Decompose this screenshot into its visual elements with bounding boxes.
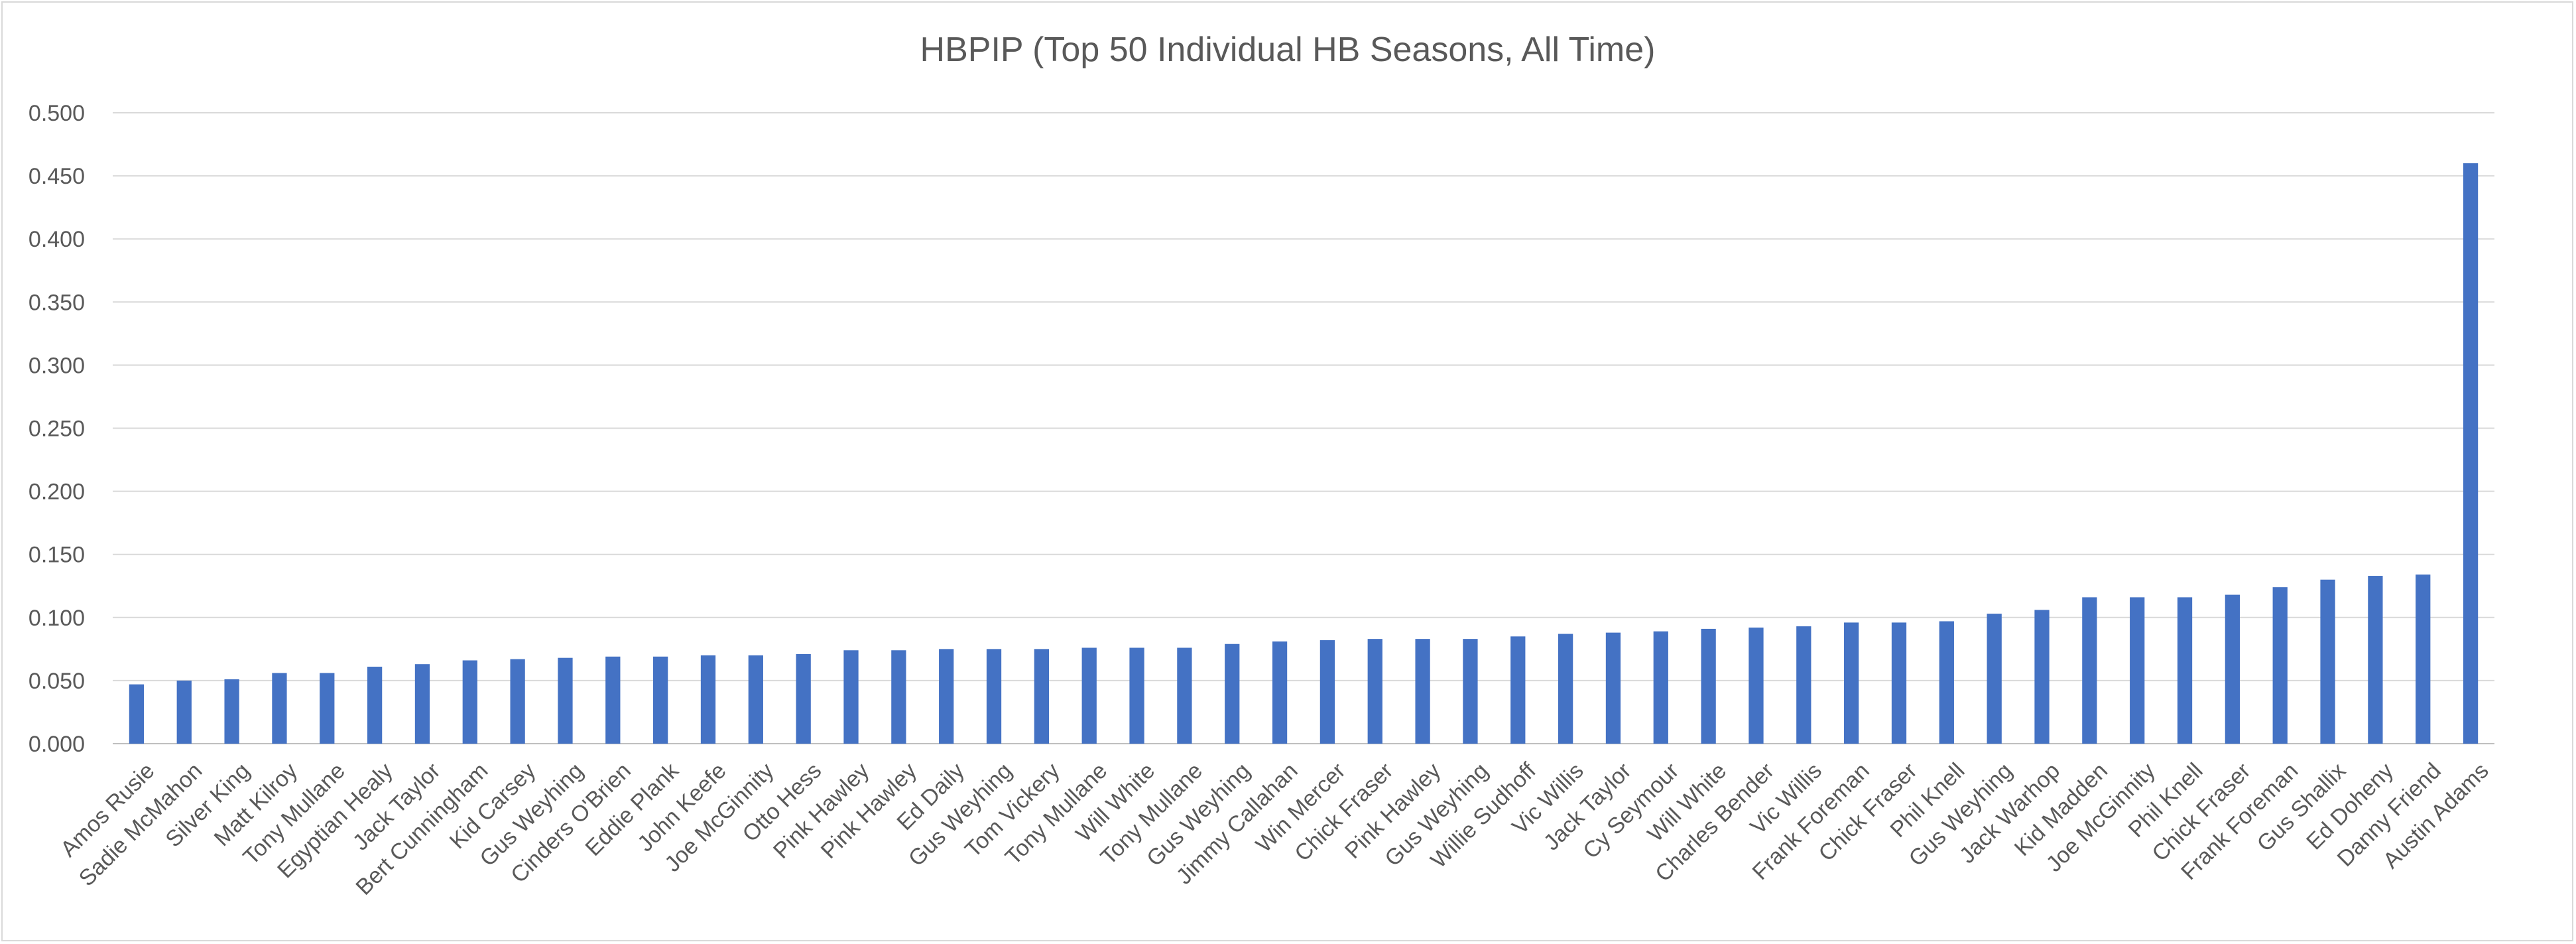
bar — [1319, 640, 1335, 744]
y-tick-label: 0.400 — [29, 227, 85, 252]
bar — [1129, 647, 1144, 744]
y-tick-label: 0.050 — [29, 669, 85, 694]
bar — [2272, 587, 2288, 744]
bars — [129, 163, 2479, 744]
bar — [1844, 622, 1859, 744]
bar — [1605, 632, 1621, 744]
y-axis-tick-labels: 0.000 0.050 0.100 0.150 0.200 0.250 0.300 0.350… — [29, 101, 85, 757]
bar — [1987, 614, 2002, 744]
bar — [1225, 643, 1240, 744]
bar — [653, 656, 668, 744]
bar — [1891, 622, 1907, 744]
bar — [796, 653, 811, 744]
chart-title: HBPIP (Top 50 Individual HB Seasons, All… — [920, 31, 1656, 69]
gridlines — [113, 112, 2494, 744]
bar — [1748, 628, 1764, 744]
bar — [1415, 639, 1430, 744]
bar — [224, 679, 239, 744]
y-tick-label: 0.100 — [29, 606, 85, 631]
bar — [1510, 636, 1526, 744]
bar — [2463, 163, 2479, 744]
y-tick-label: 0.500 — [29, 101, 85, 126]
y-tick-label: 0.300 — [29, 353, 85, 378]
bar — [320, 673, 335, 744]
bar — [558, 657, 573, 744]
bar — [2225, 594, 2240, 744]
y-tick-label: 0.250 — [29, 417, 85, 442]
bar — [748, 655, 763, 744]
bar — [367, 666, 383, 744]
bar — [2034, 610, 2050, 744]
bar — [2177, 597, 2193, 744]
y-tick-label: 0.450 — [29, 164, 85, 189]
bar — [2416, 574, 2431, 744]
bar — [1701, 628, 1716, 744]
bar — [176, 680, 192, 744]
bar — [939, 649, 954, 744]
bar — [1939, 621, 1954, 744]
bar — [462, 660, 477, 744]
bar — [1558, 634, 1573, 744]
bar — [843, 650, 859, 744]
bar — [2320, 579, 2335, 744]
bar — [414, 664, 430, 744]
bar — [1272, 641, 1288, 744]
y-tick-label: 0.000 — [29, 732, 85, 757]
y-tick-label: 0.200 — [29, 480, 85, 505]
bar — [1653, 631, 1668, 744]
bar — [986, 649, 1002, 744]
bar — [605, 656, 621, 744]
bar — [1177, 647, 1192, 744]
bar — [129, 684, 145, 744]
bar — [1367, 639, 1382, 744]
y-tick-label: 0.350 — [29, 290, 85, 315]
bar — [510, 659, 525, 744]
bar — [1034, 649, 1050, 744]
bar — [1796, 626, 1811, 744]
bar — [891, 650, 906, 744]
bar — [700, 655, 716, 744]
bar — [2082, 597, 2097, 744]
bar — [272, 673, 287, 744]
bar — [2130, 597, 2145, 744]
bar — [2368, 576, 2383, 744]
bar — [1081, 647, 1097, 744]
bar — [1463, 639, 1478, 744]
y-tick-label: 0.150 — [29, 543, 85, 568]
